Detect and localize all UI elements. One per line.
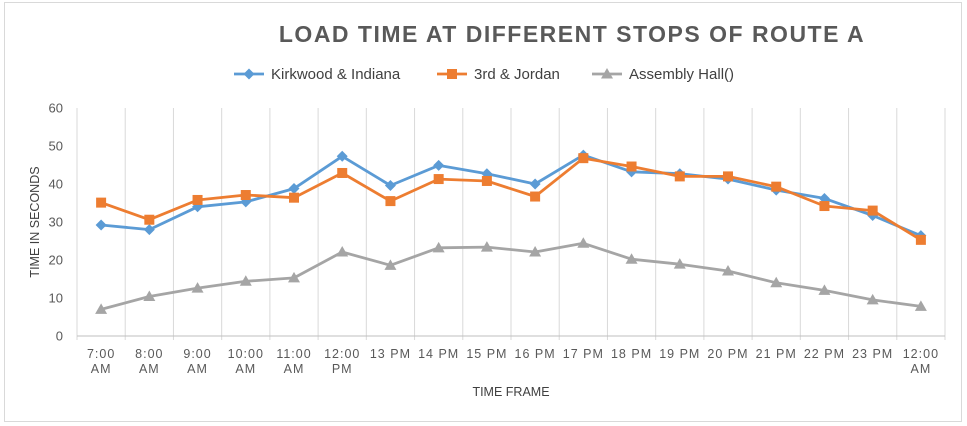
x-tick-label: 15 PM	[466, 347, 507, 361]
y-tick-label: 40	[49, 177, 63, 192]
data-point	[914, 300, 927, 311]
x-tick-label: 8:00	[135, 347, 163, 361]
x-tick-label: AM	[284, 362, 305, 376]
y-axis-ticks: 0 10 20 30 40 50 60	[49, 101, 63, 344]
data-point	[578, 153, 589, 164]
x-tick-label: AM	[187, 362, 208, 376]
x-axis-title: TIME FRAME	[472, 385, 549, 399]
legend: Kirkwood & Indiana 3rd & Jordan Assembly H…	[234, 66, 734, 83]
data-point	[239, 275, 252, 286]
x-tick-label: 12:00	[324, 347, 360, 361]
data-point	[723, 171, 733, 182]
x-tick-label: PM	[332, 362, 353, 376]
x-tick-label: 21 PM	[756, 347, 797, 361]
x-tick-label: AM	[235, 362, 256, 376]
data-point	[336, 150, 348, 162]
data-point	[867, 205, 878, 216]
data-point	[819, 201, 830, 212]
data-point	[480, 241, 493, 252]
data-point	[530, 191, 541, 202]
data-point	[771, 181, 782, 192]
data-point	[601, 68, 613, 79]
data-point	[240, 190, 251, 201]
x-tick-label: 7:00	[87, 347, 115, 361]
x-tick-label: 12:00	[903, 347, 939, 361]
data-point	[866, 293, 879, 305]
series	[95, 237, 927, 314]
data-point	[143, 224, 155, 236]
data-point	[626, 161, 637, 172]
x-tick-label: 9:00	[183, 347, 211, 361]
series-line	[99, 241, 923, 311]
series-line	[99, 153, 923, 238]
data-point	[96, 197, 107, 208]
x-tick-label: 17 PM	[563, 347, 604, 361]
x-tick-label: 20 PM	[707, 347, 748, 361]
x-tick-label: 19 PM	[659, 347, 700, 361]
x-tick-label: 10:00	[228, 347, 264, 361]
legend-label: 3rd & Jordan	[474, 66, 560, 83]
y-tick-label: 20	[49, 253, 63, 268]
data-point	[770, 276, 783, 288]
y-tick-label: 0	[56, 329, 63, 344]
y-tick-label: 10	[49, 291, 63, 306]
data-point	[384, 259, 397, 270]
data-point	[674, 171, 685, 182]
y-axis-title: TIME IN SECONDS	[28, 166, 42, 277]
data-point	[95, 303, 108, 314]
x-axis-ticks: 7:00AM8:00AM9:00AM10:00AM11:00AM12:00PM1…	[87, 347, 939, 376]
data-point	[144, 214, 155, 225]
data-point	[915, 234, 926, 245]
data-point	[481, 175, 492, 186]
x-tick-label: AM	[911, 362, 932, 376]
x-tick-label: 23 PM	[852, 347, 893, 361]
data-point	[384, 180, 396, 192]
y-tick-label: 50	[49, 139, 63, 154]
legend-item: Assembly Hall()	[592, 66, 734, 83]
x-tick-label: 14 PM	[418, 347, 459, 361]
data-point	[385, 196, 396, 207]
gridlines	[76, 108, 946, 340]
data-point	[336, 246, 349, 257]
data-point	[433, 174, 444, 185]
legend-item: 3rd & Jordan	[437, 66, 560, 83]
data-point	[577, 237, 590, 248]
data-point	[243, 68, 255, 80]
x-tick-label: 22 PM	[804, 347, 845, 361]
series-layer	[95, 149, 927, 314]
data-point	[818, 284, 831, 295]
series	[96, 153, 926, 245]
legend-label: Assembly Hall()	[629, 66, 734, 83]
y-tick-label: 60	[49, 101, 63, 116]
data-point	[95, 219, 107, 231]
legend-item: Kirkwood & Indiana	[234, 66, 401, 83]
data-point	[529, 246, 542, 257]
data-point	[673, 258, 686, 269]
x-tick-label: 16 PM	[515, 347, 556, 361]
x-tick-label: 11:00	[276, 347, 311, 361]
series-line	[99, 156, 923, 242]
data-point	[529, 178, 541, 190]
x-tick-label: 13 PM	[370, 347, 411, 361]
x-tick-label: AM	[91, 362, 112, 376]
legend-label: Kirkwood & Indiana	[271, 66, 401, 83]
data-point	[192, 194, 203, 205]
data-point	[432, 241, 445, 253]
data-point	[337, 167, 348, 178]
data-point	[288, 183, 300, 195]
data-point	[447, 69, 457, 79]
y-tick-label: 30	[49, 215, 63, 230]
data-point	[191, 282, 204, 293]
data-point	[433, 159, 445, 171]
x-tick-label: 18 PM	[611, 347, 652, 361]
data-point	[289, 192, 299, 203]
chart-frame	[4, 2, 962, 422]
data-point	[625, 253, 638, 264]
data-point	[722, 265, 734, 276]
x-tick-label: AM	[139, 362, 160, 376]
chart-title: LOAD TIME AT DIFFERENT STOPS OF ROUTE A	[279, 21, 865, 47]
data-point	[143, 290, 156, 301]
data-point	[288, 271, 300, 283]
